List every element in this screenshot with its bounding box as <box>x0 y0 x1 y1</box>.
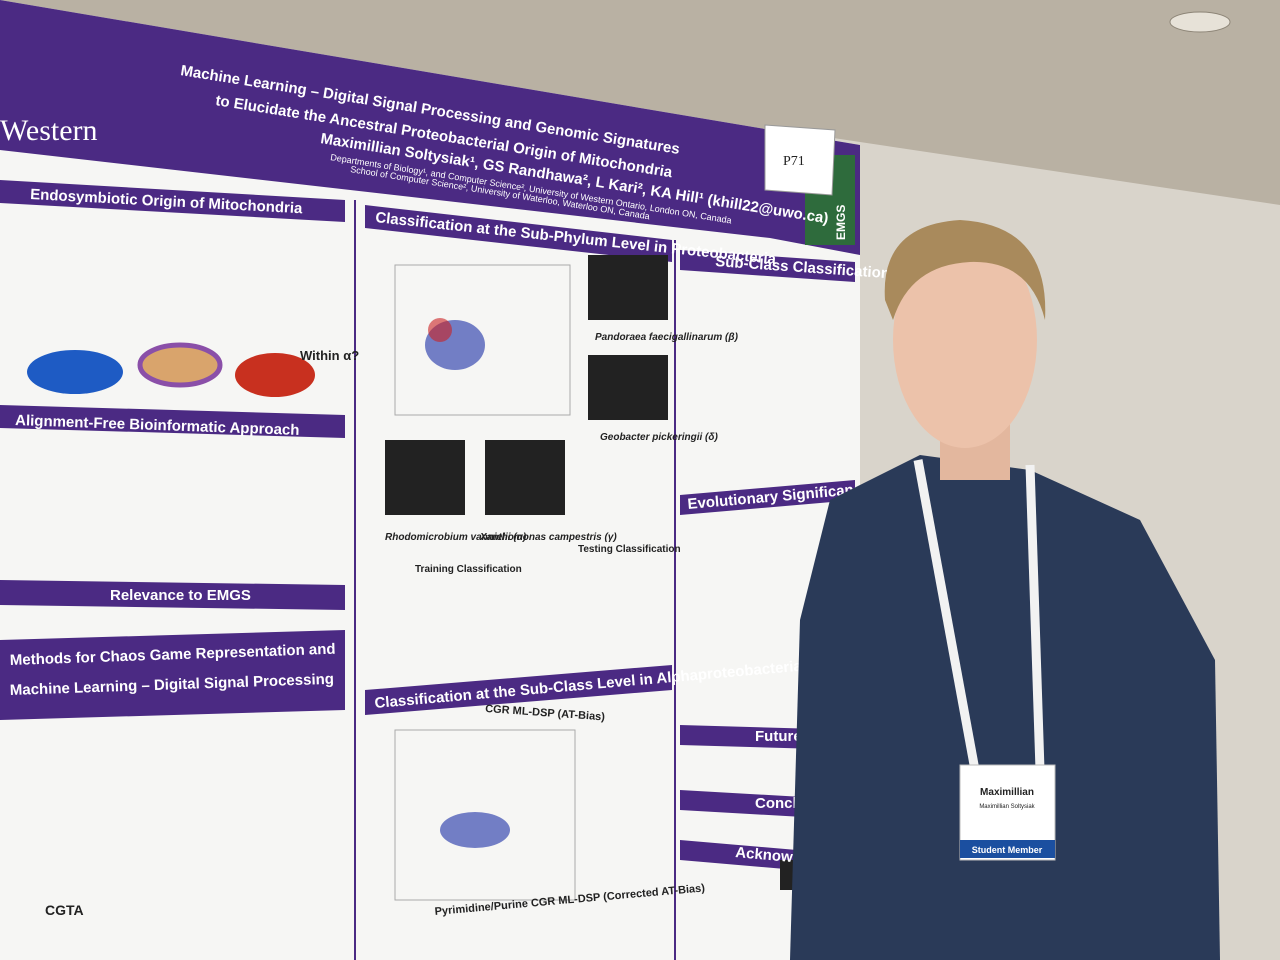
board-tag-text: P71 <box>783 154 805 169</box>
badge-role: Student Member <box>972 845 1043 855</box>
section-bar <box>0 405 345 438</box>
shirt <box>790 455 1220 960</box>
section-bar <box>0 630 345 720</box>
bacterium-icon <box>235 353 315 397</box>
scatter-cloud <box>428 318 452 342</box>
cgr-image <box>588 255 668 320</box>
species-label: Rhodomicrobium vannielii (α) <box>385 532 527 543</box>
section-bar <box>365 665 672 715</box>
person <box>790 220 1220 960</box>
species-label: Pandoraea faecigallinarum (β) <box>595 332 739 343</box>
badge-role-bar <box>960 840 1055 858</box>
poster-header <box>0 0 860 255</box>
face <box>893 232 1037 448</box>
bacterium-icon <box>27 350 123 394</box>
scatter-cloud <box>440 812 510 848</box>
mitochondrion-icon <box>137 342 223 388</box>
poster-label: Within α? <box>300 348 359 363</box>
section-bar <box>0 580 345 610</box>
cgr-image <box>588 355 668 420</box>
hair <box>884 220 1046 320</box>
table-title: Testing Classification <box>578 544 681 555</box>
badge-full-name: Maximillian Soltysiak <box>979 804 1035 810</box>
board-tag <box>764 124 836 196</box>
section-bar <box>680 250 855 282</box>
section-bar <box>0 180 345 222</box>
cgr-image <box>485 440 565 515</box>
section-bar <box>365 205 672 262</box>
scatter-plot <box>394 264 571 416</box>
cgr-image <box>385 440 465 515</box>
badge-name: Maximillian <box>980 787 1034 798</box>
side-label: EMGS <box>834 205 848 240</box>
species-label: Geobacter pickeringii (δ) <box>600 432 718 443</box>
scatter-plot <box>394 729 576 901</box>
species-label: Xanthomonas campestris (γ) <box>479 532 617 543</box>
section-heading: Relevance to EMGS <box>110 587 251 604</box>
cgr-label: CGTA <box>45 902 84 918</box>
lanyard <box>913 459 980 771</box>
lanyard <box>1025 464 1045 771</box>
logo-text: Western <box>0 114 98 147</box>
poster-body <box>0 180 855 960</box>
section-bar <box>680 480 855 515</box>
table-title: Training Classification <box>415 564 522 575</box>
ceiling-light <box>1169 11 1231 33</box>
